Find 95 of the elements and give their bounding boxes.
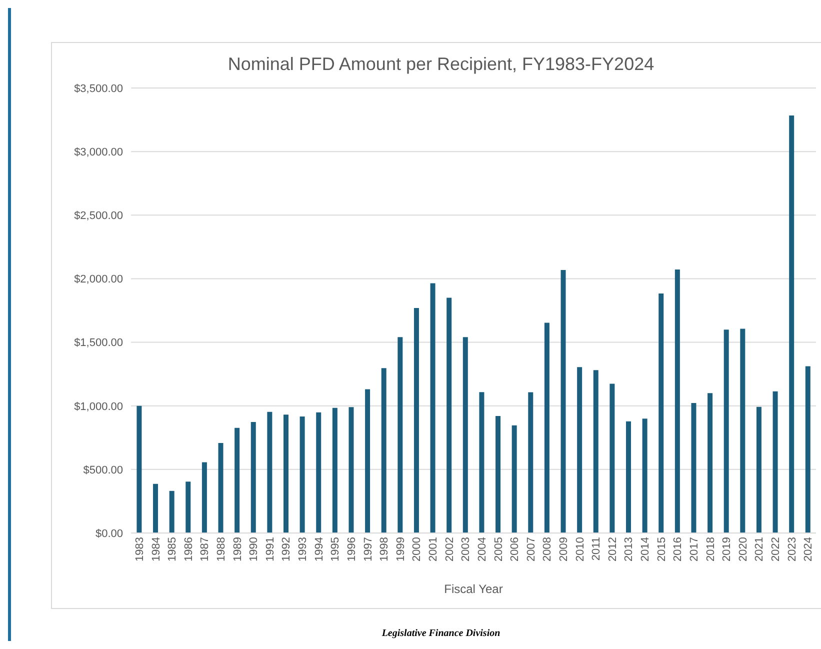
bar xyxy=(218,442,224,533)
bar xyxy=(316,412,322,533)
bar xyxy=(756,406,762,533)
bar xyxy=(544,322,550,533)
bar xyxy=(610,384,615,533)
bar xyxy=(186,482,191,533)
x-tick-label: 2015 xyxy=(656,537,668,562)
x-tick-label: 2013 xyxy=(623,537,636,562)
x-tick-label: 2006 xyxy=(509,537,522,562)
x-tick-label: 2005 xyxy=(492,537,505,562)
bar xyxy=(626,421,631,533)
bar xyxy=(479,392,484,533)
bar xyxy=(365,389,370,533)
bar xyxy=(234,428,240,533)
bar xyxy=(153,484,158,533)
x-tick-label: 2008 xyxy=(542,537,554,562)
bar xyxy=(512,425,517,533)
bar xyxy=(381,368,386,533)
bar xyxy=(805,366,810,533)
x-tick-label: 2007 xyxy=(525,537,538,562)
bar xyxy=(789,115,794,533)
x-tick-label: 2011 xyxy=(590,537,603,561)
x-tick-label: 1992 xyxy=(280,537,293,562)
bar xyxy=(348,407,354,533)
x-tick-label: 2012 xyxy=(606,537,619,562)
bar xyxy=(250,422,256,533)
y-tick-label: $500.00 xyxy=(83,464,123,476)
bar xyxy=(462,337,468,533)
x-tick-label: 1983 xyxy=(134,537,146,562)
x-tick-label: 1986 xyxy=(182,537,195,562)
bar xyxy=(593,370,598,533)
y-tick-label: $0.00 xyxy=(95,528,123,540)
bar xyxy=(169,490,174,533)
x-tick-label: 2020 xyxy=(737,537,750,562)
bar xyxy=(283,414,288,533)
x-tick-label: 2016 xyxy=(672,537,684,562)
x-tick-label: 2010 xyxy=(574,537,586,562)
x-tick-label: 2019 xyxy=(721,537,734,562)
x-tick-label: 1996 xyxy=(346,537,358,562)
x-tick-label: 1985 xyxy=(166,537,179,562)
x-tick-label: 2002 xyxy=(444,537,456,562)
bar xyxy=(691,403,696,533)
x-tick-label: 2004 xyxy=(476,537,488,562)
x-tick-label: 1998 xyxy=(378,537,391,562)
y-tick-label: $2,500.00 xyxy=(74,210,123,222)
x-tick-label: 1984 xyxy=(150,537,162,562)
y-tick-label: $3,500.00 xyxy=(74,82,123,95)
bar xyxy=(267,412,272,533)
x-tick-label: 2021 xyxy=(754,537,766,562)
bar xyxy=(136,406,142,533)
x-tick-label: 2023 xyxy=(786,537,798,562)
x-tick-label: 1988 xyxy=(216,537,228,562)
x-axis-title: Fiscal Year xyxy=(444,582,503,596)
x-tick-label: 2017 xyxy=(688,537,700,562)
x-tick-label: 2000 xyxy=(411,537,424,562)
x-tick-label: 1997 xyxy=(362,537,374,562)
bar xyxy=(674,270,680,533)
x-tick-label: 1991 xyxy=(264,537,276,562)
bar xyxy=(414,308,419,533)
x-tick-label: 2018 xyxy=(704,537,717,562)
bar xyxy=(658,293,664,533)
x-tick-label: 1993 xyxy=(297,537,310,562)
bar xyxy=(772,391,778,533)
bar xyxy=(577,367,582,533)
x-tick-label: 1990 xyxy=(248,537,260,562)
bar xyxy=(446,298,452,533)
bar xyxy=(560,270,566,533)
bar xyxy=(642,418,648,533)
y-tick-label: $1,000.00 xyxy=(74,400,123,413)
x-tick-label: 1999 xyxy=(394,537,407,562)
x-tick-label: 2001 xyxy=(428,537,440,562)
x-tick-label: 2003 xyxy=(460,537,472,562)
x-tick-label: 1994 xyxy=(313,537,326,562)
bar xyxy=(740,328,746,533)
bar xyxy=(332,408,338,533)
x-tick-label: 2022 xyxy=(770,537,782,562)
y-tick-label: $1,500.00 xyxy=(74,337,123,350)
x-tick-label: 1989 xyxy=(232,537,244,562)
bar xyxy=(708,393,713,533)
bar xyxy=(528,392,534,533)
bar xyxy=(398,337,403,533)
y-tick-label: $3,000.00 xyxy=(74,146,123,158)
bar xyxy=(724,330,729,533)
x-tick-label: 2024 xyxy=(802,537,815,562)
bar xyxy=(496,416,501,533)
x-tick-label: 1987 xyxy=(199,537,212,562)
x-tick-label: 2014 xyxy=(640,537,652,562)
y-tick-label: $2,000.00 xyxy=(74,274,123,286)
x-tick-label: 1995 xyxy=(330,537,342,562)
bar xyxy=(430,283,436,533)
bar xyxy=(300,416,305,533)
text: Legislative Finance Division xyxy=(380,628,502,639)
bar xyxy=(202,462,207,533)
x-tick-label: 2009 xyxy=(558,537,570,562)
chart-title: Nominal PFD Amount per Recipient, FY1983-FY2024 xyxy=(226,54,656,75)
